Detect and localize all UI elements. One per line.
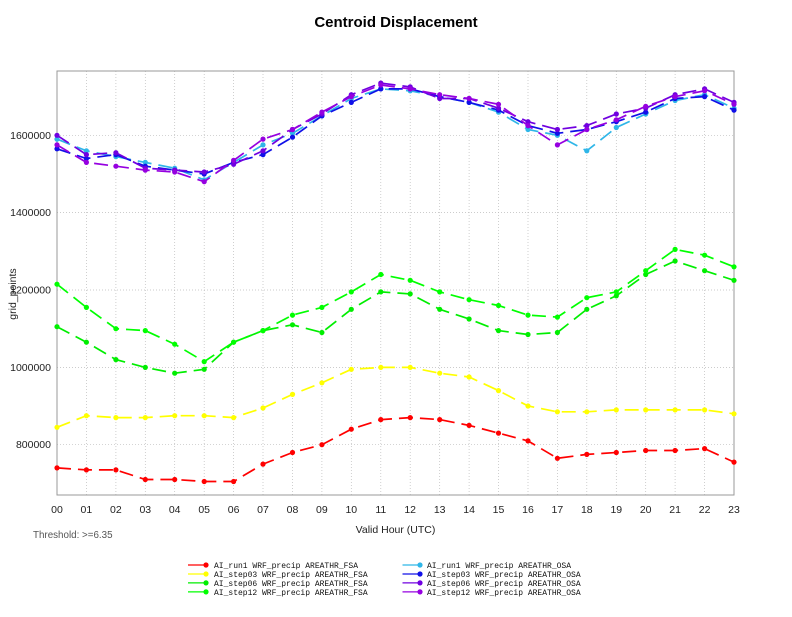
svg-text:13: 13 — [434, 504, 446, 516]
svg-text:04: 04 — [169, 504, 181, 516]
svg-text:02: 02 — [110, 504, 122, 516]
svg-text:AI_step06 WRF_precip AREATHR_F: AI_step06 WRF_precip AREATHR_FSA — [214, 580, 368, 589]
svg-text:20: 20 — [640, 504, 652, 516]
svg-text:08: 08 — [287, 504, 299, 516]
svg-text:14: 14 — [463, 504, 475, 516]
svg-text:AI_step12 WRF_precip AREATHR_F: AI_step12 WRF_precip AREATHR_FSA — [214, 589, 368, 598]
svg-text:00: 00 — [51, 504, 63, 516]
svg-text:19: 19 — [610, 504, 622, 516]
svg-text:15: 15 — [493, 504, 505, 516]
svg-text:AI_step03 WRF_precip AREATHR_F: AI_step03 WRF_precip AREATHR_FSA — [214, 571, 368, 580]
svg-text:05: 05 — [198, 504, 210, 516]
svg-text:1000000: 1000000 — [10, 362, 51, 374]
svg-text:16: 16 — [522, 504, 534, 516]
svg-text:23: 23 — [728, 504, 740, 516]
svg-text:06: 06 — [228, 504, 240, 516]
svg-text:AI_run1 WRF_precip AREATHR_OSA: AI_run1 WRF_precip AREATHR_OSA — [427, 562, 571, 571]
svg-text:1400000: 1400000 — [10, 207, 51, 219]
svg-text:22: 22 — [699, 504, 711, 516]
svg-text:AI_run1 WRF_precip AREATHR_FSA: AI_run1 WRF_precip AREATHR_FSA — [214, 562, 358, 571]
svg-text:09: 09 — [316, 504, 328, 516]
svg-text:AI_step03 WRF_precip AREATHR_O: AI_step03 WRF_precip AREATHR_OSA — [427, 571, 581, 580]
svg-text:07: 07 — [257, 504, 269, 516]
svg-text:21: 21 — [669, 504, 681, 516]
svg-text:10: 10 — [345, 504, 357, 516]
svg-text:Threshold: >=6.35: Threshold: >=6.35 — [33, 530, 113, 541]
svg-text:AI_step12 WRF_precip AREATHR_O: AI_step12 WRF_precip AREATHR_OSA — [427, 589, 581, 598]
svg-text:1600000: 1600000 — [10, 130, 51, 142]
svg-text:AI_step06 WRF_precip AREATHR_O: AI_step06 WRF_precip AREATHR_OSA — [427, 580, 581, 589]
svg-text:01: 01 — [81, 504, 93, 516]
svg-text:18: 18 — [581, 504, 593, 516]
svg-text:12: 12 — [404, 504, 416, 516]
svg-text:11: 11 — [375, 504, 386, 516]
svg-text:800000: 800000 — [16, 439, 51, 451]
svg-text:grid_points: grid_points — [7, 268, 19, 319]
svg-text:Valid Hour (UTC): Valid Hour (UTC) — [356, 524, 436, 536]
svg-text:03: 03 — [139, 504, 151, 516]
svg-text:Centroid Displacement: Centroid Displacement — [314, 14, 477, 31]
svg-text:17: 17 — [552, 504, 564, 516]
